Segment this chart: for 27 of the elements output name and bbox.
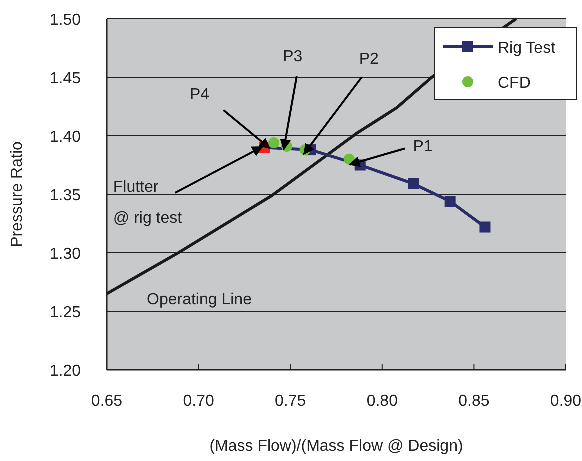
y-tick-label: 1.25: [50, 304, 82, 322]
annotation: P4: [190, 86, 210, 104]
x-tick-label: 0.90: [550, 393, 582, 410]
annotation: P2: [359, 51, 380, 68]
annotation: Flutter @ rig test: [113, 179, 183, 228]
point: [444, 196, 456, 208]
x-tick-label: 0.85: [458, 393, 490, 410]
y-tick-label: 1.40: [50, 129, 82, 146]
legend-label: CFD: [498, 75, 531, 92]
legend-label: Rig Test: [498, 40, 556, 57]
x-axis-title: (Mass Flow)/(Mass Flow @ Design): [210, 438, 464, 455]
y-tick-label: 1.30: [50, 246, 82, 263]
y-axis-title: Pressure Ratio: [9, 141, 26, 248]
point: [480, 222, 491, 233]
y-tick-label: 1.45: [50, 70, 82, 88]
x-tick-label: 0.70: [183, 393, 214, 410]
x-tick-label: 0.75: [275, 393, 306, 410]
y-tick-label: 1.50: [50, 12, 82, 29]
point: [268, 138, 280, 149]
x-tick-label: 0.80: [366, 393, 398, 410]
y-tick-label: 1.35: [50, 188, 82, 204]
annotation: P3: [283, 48, 303, 66]
annotation: Operating Line: [147, 292, 252, 308]
annotation: P1: [413, 138, 433, 156]
point: [408, 178, 420, 190]
y-tick-label: 1.20: [50, 363, 82, 380]
x-tick-label: 0.65: [91, 393, 123, 410]
